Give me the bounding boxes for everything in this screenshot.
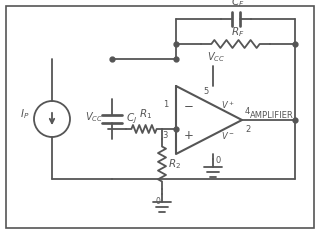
Text: 0: 0 [156, 197, 160, 206]
Text: AMPLIFIER: AMPLIFIER [250, 110, 294, 120]
Text: 4: 4 [245, 107, 250, 117]
Text: $R_F$: $R_F$ [231, 25, 244, 39]
Text: $C_J$: $C_J$ [126, 112, 137, 126]
Text: 0: 0 [216, 156, 221, 165]
Text: $R_2$: $R_2$ [168, 157, 181, 171]
Text: 3: 3 [163, 131, 168, 140]
Text: $V_{CC}$: $V_{CC}$ [207, 50, 225, 64]
Text: $V_{CC}$: $V_{CC}$ [85, 110, 103, 124]
Text: $I_P$: $I_P$ [20, 107, 29, 121]
Text: 2: 2 [245, 125, 250, 135]
Text: $+$: $+$ [183, 129, 193, 142]
Text: $R_1$: $R_1$ [140, 107, 153, 121]
Text: $V^+$: $V^+$ [221, 99, 235, 110]
Text: $V^-$: $V^-$ [221, 130, 235, 141]
Text: 5: 5 [204, 87, 209, 95]
Text: $C_F$: $C_F$ [231, 0, 244, 9]
Text: 1: 1 [163, 100, 168, 109]
Text: $-$: $-$ [183, 98, 193, 111]
